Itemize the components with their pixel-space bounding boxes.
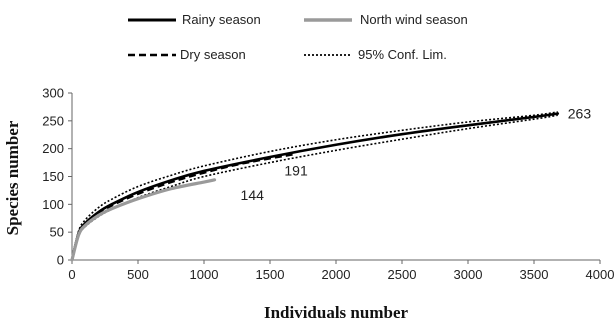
x-tick-label: 4000 <box>586 267 615 282</box>
legend: Rainy season North wind season Dry seaso… <box>128 12 468 62</box>
x-tick-label: 0 <box>68 267 75 282</box>
legend-label-north: North wind season <box>360 12 468 27</box>
y-tick-label: 200 <box>42 141 64 156</box>
y-axis-title: Species number <box>3 120 22 235</box>
series-line-ci-upper <box>71 111 558 261</box>
annotation-layer: 263 191 144 <box>241 106 592 203</box>
y-tick-label: 300 <box>42 86 64 101</box>
series-line-north <box>70 178 217 262</box>
legend-label-ci: 95% Conf. Lim. <box>358 47 447 62</box>
series-line-ci-lower <box>71 114 558 261</box>
x-axis-ticks: 0 500 1000 1500 2000 2500 3000 3500 4000 <box>68 260 614 282</box>
end-label-191: 191 <box>284 163 308 179</box>
y-tick-label: 250 <box>42 113 64 128</box>
y-tick-label: 150 <box>42 169 64 184</box>
y-tick-label: 0 <box>57 253 64 268</box>
x-tick-label: 3000 <box>454 267 483 282</box>
series-layer <box>70 111 560 262</box>
end-label-144: 144 <box>241 187 265 203</box>
x-tick-label: 1500 <box>256 267 285 282</box>
x-tick-label: 1000 <box>190 267 219 282</box>
x-axis-title: Individuals number <box>264 303 409 322</box>
x-tick-label: 3500 <box>520 267 549 282</box>
y-tick-label: 50 <box>50 225 64 240</box>
y-tick-label: 100 <box>42 197 64 212</box>
x-tick-label: 2500 <box>388 267 417 282</box>
x-tick-label: 500 <box>127 267 149 282</box>
series-line-rainy <box>70 112 560 262</box>
legend-label-rainy: Rainy season <box>182 12 261 27</box>
x-tick-label: 2000 <box>322 267 351 282</box>
y-axis-ticks: 0 50 100 150 200 250 300 <box>42 86 72 268</box>
legend-label-dry: Dry season <box>180 47 246 62</box>
end-label-263: 263 <box>568 106 592 122</box>
